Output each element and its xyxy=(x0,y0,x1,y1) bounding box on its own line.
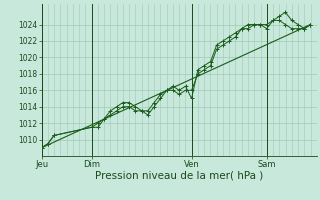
X-axis label: Pression niveau de la mer( hPa ): Pression niveau de la mer( hPa ) xyxy=(95,171,263,181)
